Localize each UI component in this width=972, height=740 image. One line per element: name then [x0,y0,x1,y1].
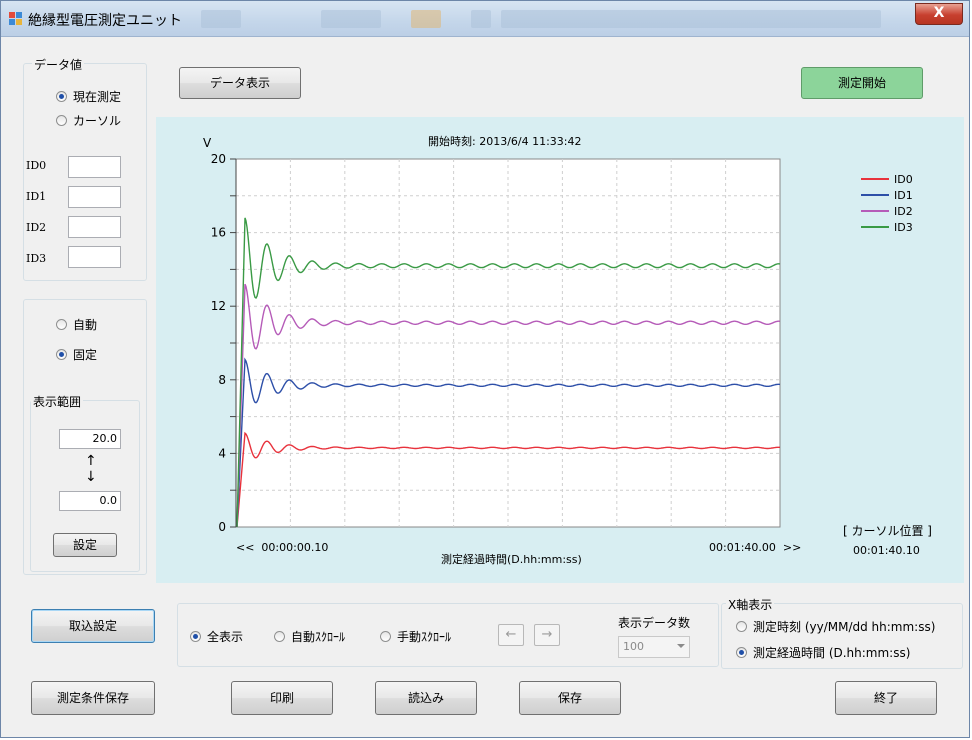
set-range-button[interactable]: 設定 [53,533,117,557]
scroll-right-button[interactable]: → [534,624,560,646]
window-title: 絶縁型電圧測定ユニット [28,13,182,29]
radio-dot-icon [56,115,67,126]
close-button[interactable]: X [915,3,963,25]
id3-label: ID3 [26,252,47,265]
radio-current-label: 現在測定 [73,90,122,104]
chart-series-lines [236,217,781,528]
radio-dot-icon [274,631,285,642]
y-tick-label: 20 [211,152,226,166]
x-axis-label: 測定経過時間(D.hh:mm:ss) [441,552,582,566]
radio-dot-checked-icon [736,647,747,658]
series-line-id1 [236,357,781,528]
data-display-button[interactable]: データ表示 [179,67,301,99]
import-settings-button[interactable]: 取込設定 [31,609,155,643]
chart-legend: ID0 ID1 ID2 ID3 [861,173,913,234]
radio-fixed-label: 固定 [73,348,98,362]
radio-dot-checked-icon [56,91,67,102]
radio-dot-icon [56,319,67,330]
save-conditions-button[interactable]: 測定条件保存 [31,681,155,715]
radio-dot-icon [736,621,747,632]
cursor-position-label: [ カーソル位置 ] [843,523,932,538]
load-button[interactable]: 読込み [375,681,477,715]
client-area: データ値 現在測定 カーソル ID0 ID1 ID2 ID3 自動 [9,37,964,731]
radio-manual-scroll[interactable]: 手動ｽｸﾛｰﾙ [380,628,451,645]
radio-elapsed-time[interactable]: 測定経過時間 (D.hh:mm:ss) [736,644,910,661]
series-line-id3 [236,217,781,528]
arrow-down-icon: ↓ [85,469,97,485]
data-value-group: データ値 現在測定 カーソル ID0 ID1 ID2 ID3 [23,56,147,281]
radio-cursor-label: カーソル [73,114,122,128]
y-tick-label: 4 [218,446,226,460]
id2-value-field [68,216,121,238]
radio-fixed[interactable]: 固定 [56,346,97,363]
radio-dot-icon [380,631,391,642]
id0-label: ID0 [26,159,47,172]
radio-dot-checked-icon [56,349,67,360]
y-axis-label: V [203,136,212,150]
scroll-left-button[interactable]: ← [498,624,524,646]
display-range-title: 表示範囲 [31,393,84,410]
radio-auto-label: 自動 [73,318,98,332]
legend-label-id1: ID1 [894,189,913,202]
radio-show-all-label: 全表示 [207,630,244,644]
display-count-label: 表示データ数 [618,616,691,630]
arrow-up-icon: ↑ [85,453,97,469]
x-start-label[interactable]: << 00:00:00.10 [236,541,328,554]
radio-auto-scroll-label: 自動ｽｸﾛｰﾙ [291,630,346,644]
start-time-label: 開始時刻: 2013/6/4 11:33:42 [428,134,582,148]
scroll-mode-group: 全表示 自動ｽｸﾛｰﾙ 手動ｽｸﾛｰﾙ ← → 表示データ数 100 [177,603,719,667]
radio-current-measurement[interactable]: 現在測定 [56,88,121,105]
radio-auto-scroll[interactable]: 自動ｽｸﾛｰﾙ [274,628,345,645]
range-min-input[interactable]: 0.0 [59,491,121,511]
data-value-group-title: データ値 [32,56,85,73]
chart-y-ticks: 0 4 8 12 16 20 [211,152,237,534]
radio-manual-scroll-label: 手動ｽｸﾛｰﾙ [397,630,452,644]
legend-label-id2: ID2 [894,205,913,218]
x-end-label[interactable]: 00:01:40.00 >> [709,541,801,554]
y-tick-label: 8 [218,373,226,387]
id3-value-field [68,246,121,268]
series-line-id0 [236,431,780,528]
radio-measure-time[interactable]: 測定時刻 (yy/MM/dd hh:mm:ss) [736,618,935,635]
save-button[interactable]: 保存 [519,681,621,715]
radio-auto[interactable]: 自動 [56,316,97,333]
taskbar-ghost [201,7,881,31]
id1-label: ID1 [26,190,47,203]
series-line-id2 [236,283,781,528]
id2-label: ID2 [26,221,47,234]
x-axis-display-group: X軸表示 測定時刻 (yy/MM/dd hh:mm:ss) 測定経過時間 (D.… [721,596,963,669]
x-axis-display-title: X軸表示 [726,596,775,613]
app-icon [9,12,23,26]
y-tick-label: 12 [211,299,226,313]
voltage-chart: 0 4 8 12 16 20 V 開始時刻: 2013/6/4 11:33:42 << 0… [203,134,932,566]
y-tick-label: 0 [218,520,226,534]
exit-button[interactable]: 終了 [835,681,937,715]
y-tick-label: 16 [211,226,226,240]
radio-measure-time-label: 測定時刻 (yy/MM/dd hh:mm:ss) [753,620,936,634]
range-max-input[interactable]: 20.0 [59,429,121,449]
radio-dot-checked-icon [190,631,201,642]
radio-elapsed-time-label: 測定経過時間 (D.hh:mm:ss) [753,646,911,660]
range-mode-group: 自動 固定 表示範囲 20.0 ↑ ↓ 0.0 設定 [23,299,147,575]
title-bar: 絶縁型電圧測定ユニット X [1,1,969,37]
cursor-position-value: 00:01:40.10 [853,544,920,557]
print-button[interactable]: 印刷 [231,681,333,715]
chevron-down-icon [677,644,685,648]
radio-show-all[interactable]: 全表示 [190,628,243,645]
id1-value-field [68,186,121,208]
id0-value-field [68,156,121,178]
display-count-select[interactable]: 100 [618,636,690,658]
legend-label-id0: ID0 [894,173,913,186]
chart-grid [235,158,781,528]
display-count-value: 100 [623,640,644,653]
chart-panel: 0 4 8 12 16 20 V 開始時刻: 2013/6/4 11:33:42 << 0… [156,117,964,583]
display-range-group: 表示範囲 20.0 ↑ ↓ 0.0 設定 [30,393,140,572]
radio-cursor[interactable]: カーソル [56,112,121,129]
legend-label-id3: ID3 [894,221,913,234]
start-measurement-button[interactable]: 測定開始 [801,67,923,99]
